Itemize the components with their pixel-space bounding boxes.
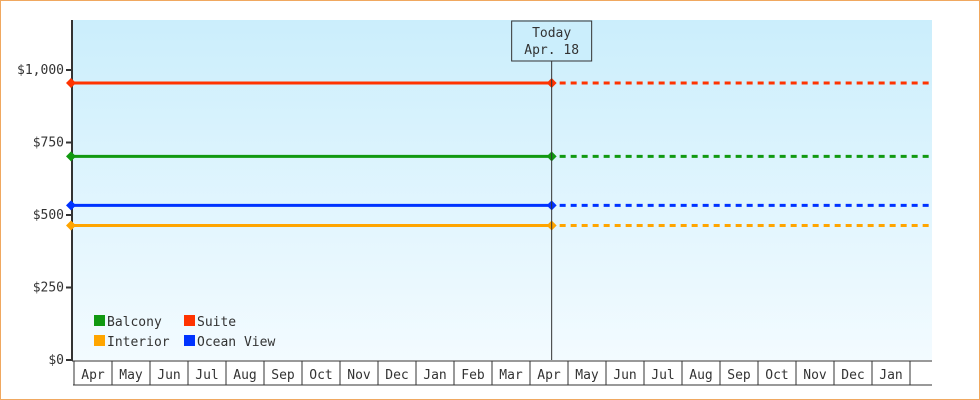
x-tick-label: Sep xyxy=(727,368,751,383)
today-title: Today xyxy=(532,26,571,41)
data-point xyxy=(66,151,76,162)
data-point xyxy=(66,78,76,89)
legend-swatch xyxy=(94,335,105,346)
legend-swatch xyxy=(184,315,195,326)
data-point xyxy=(66,220,76,231)
x-tick-label: Jun xyxy=(157,368,180,383)
x-tick-label: Aug xyxy=(689,368,712,383)
x-tick-label: May xyxy=(119,368,143,383)
y-tick-label: $750 xyxy=(33,136,64,151)
legend-swatch xyxy=(94,315,105,326)
y-tick-label: $500 xyxy=(33,208,64,223)
x-tick-label: Mar xyxy=(499,368,523,383)
x-tick-label: May xyxy=(575,368,599,383)
x-tick-label: Nov xyxy=(803,368,827,383)
x-tick-label: Dec xyxy=(841,368,864,383)
y-tick-label: $1,000 xyxy=(17,63,64,78)
legend-label: Suite xyxy=(197,315,236,330)
x-tick-label: Jul xyxy=(651,368,674,383)
x-tick-label: Jan xyxy=(879,368,902,383)
y-tick-label: $0 xyxy=(48,353,64,368)
legend-label: Ocean View xyxy=(197,335,275,350)
today-date: Apr. 18 xyxy=(524,43,579,58)
x-tick-label: Jun xyxy=(613,368,636,383)
x-tick-label: Sep xyxy=(271,368,295,383)
x-tick-label: Aug xyxy=(233,368,256,383)
x-tick-label: Feb xyxy=(461,368,485,383)
legend-label: Interior xyxy=(107,335,170,350)
x-tick-label: Apr xyxy=(537,368,561,383)
legend-label: Balcony xyxy=(107,315,162,330)
legend-swatch xyxy=(184,335,195,346)
data-point xyxy=(66,200,76,211)
plot-area xyxy=(72,20,932,360)
today-box xyxy=(511,20,593,62)
x-tick-label: Dec xyxy=(385,368,408,383)
x-tick-label: Apr xyxy=(81,368,105,383)
x-tick-label: Jul xyxy=(195,368,218,383)
y-tick-label: $250 xyxy=(33,281,64,296)
x-tick-label: Jan xyxy=(423,368,446,383)
x-tick-label: Nov xyxy=(347,368,371,383)
x-tick-label: Oct xyxy=(309,368,332,383)
x-tick-label: Oct xyxy=(765,368,788,383)
